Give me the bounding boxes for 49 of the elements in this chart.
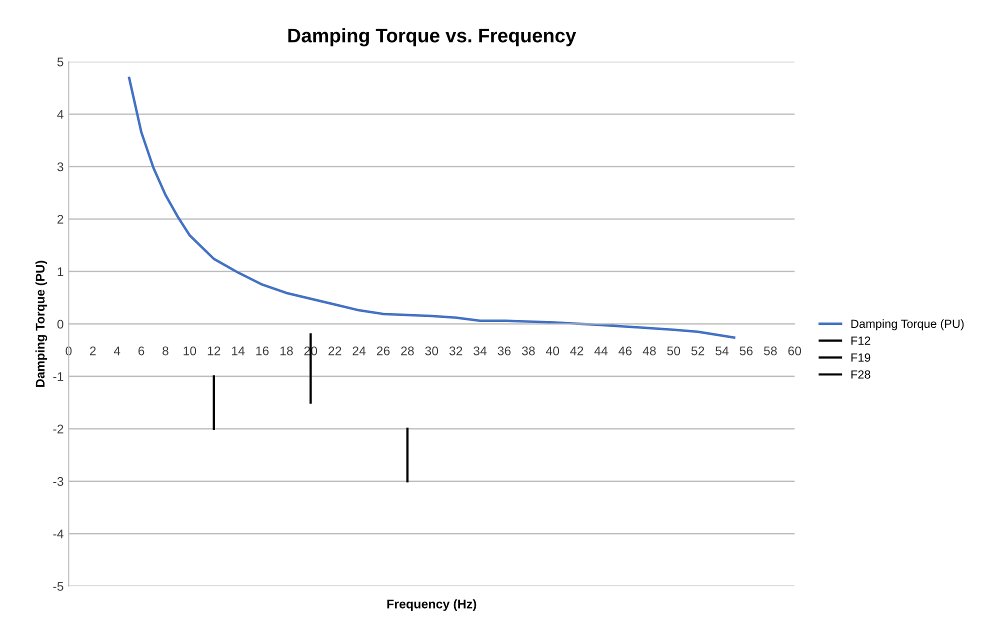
x-tick-label: 0 [66, 346, 72, 356]
x-tick-label: 10 [184, 346, 196, 356]
x-tick-label: 46 [618, 346, 632, 356]
x-tick-label: 30 [425, 346, 438, 356]
x-tick-label: 18 [280, 346, 293, 356]
x-tick-label: 12 [208, 346, 220, 356]
x-tick-label: 38 [522, 346, 535, 356]
x-tick-label: 50 [667, 346, 680, 356]
x-tick-label: 34 [474, 346, 487, 356]
x-tick-label: 42 [570, 346, 584, 356]
legend-label: Damping Torque (PU) [851, 319, 964, 330]
x-tick-label: 48 [642, 346, 656, 356]
x-tick-label: 6 [138, 346, 144, 356]
x-tick-label: 60 [788, 346, 802, 356]
legend-label: F19 [851, 353, 870, 362]
legend-label: F12 [851, 336, 870, 345]
line-series [128, 76, 736, 339]
legend-label: F28 [851, 370, 870, 379]
y-tick-label: -3 [53, 477, 64, 486]
y-tick-label: -4 [53, 530, 64, 538]
x-tick-label: 28 [401, 346, 414, 356]
y-axis-title: Damping Torque (PU) [35, 260, 48, 387]
y-tick-label: 4 [57, 110, 64, 119]
x-tick-label: 8 [162, 346, 168, 356]
x-tick-label: 56 [740, 346, 753, 356]
x-tick-label: 2 [90, 346, 96, 356]
x-tick-label: 22 [328, 346, 342, 356]
y-tick-label: 2 [57, 214, 64, 224]
x-tick-label: 26 [376, 346, 390, 356]
x-tick-label: 16 [256, 346, 269, 356]
y-tick-label: -5 [53, 582, 64, 591]
y-tick-label: -2 [53, 424, 64, 434]
y-tick-label: -1 [53, 372, 64, 381]
x-tick-label: 36 [498, 346, 511, 356]
y-tick-label: 0 [57, 320, 64, 329]
x-tick-label: 54 [716, 346, 729, 356]
x-tick-label: 58 [764, 346, 777, 356]
chart-title: Damping Torque vs. Frequency [288, 28, 576, 46]
x-tick-label: 40 [546, 346, 560, 356]
y-tick-label: 5 [57, 58, 64, 66]
y-tick-label: 1 [58, 267, 64, 276]
x-tick-label: 14 [232, 346, 245, 356]
x-tick-label: 24 [352, 346, 366, 356]
x-tick-label: 52 [691, 346, 704, 356]
x-axis-title: Frequency (Hz) [387, 599, 476, 611]
x-tick-label: 32 [449, 346, 462, 356]
y-tick-label: 3 [57, 162, 64, 172]
x-tick-label: 44 [594, 346, 608, 356]
x-tick-label: 4 [114, 346, 120, 356]
